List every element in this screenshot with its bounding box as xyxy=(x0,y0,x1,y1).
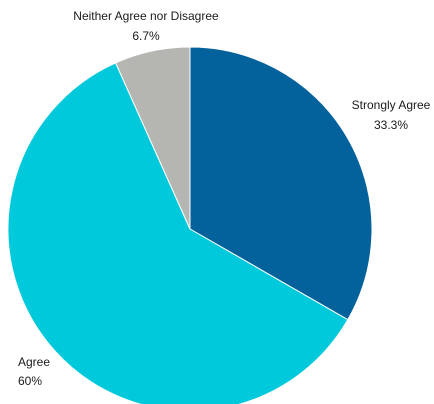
label-neither: Neither Agree nor Disagree xyxy=(73,9,219,23)
pie-slices xyxy=(7,46,373,404)
slice-neither xyxy=(114,46,191,230)
label-agree: Agree xyxy=(18,355,50,369)
value-neither: 6.7% xyxy=(132,29,160,43)
value-strongly-agree: 33.3% xyxy=(374,118,408,132)
value-agree: 60% xyxy=(18,374,42,388)
slice-strongly-agree xyxy=(189,46,373,321)
label-strongly-agree: Strongly Agree xyxy=(352,98,431,112)
slice-agree xyxy=(7,62,349,404)
